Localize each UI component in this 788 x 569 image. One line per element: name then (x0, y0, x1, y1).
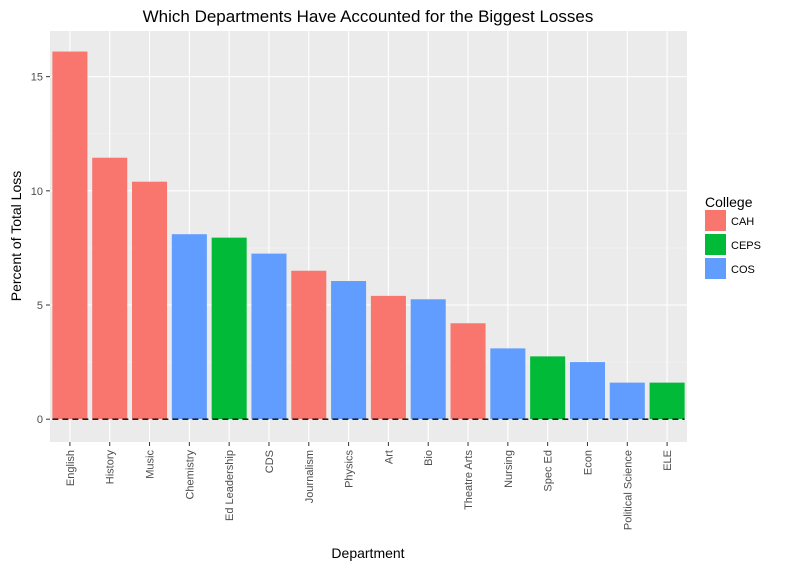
legend-swatch-cos (705, 258, 726, 279)
x-tick-label: Spec Ed (543, 450, 555, 492)
chart-title: Which Departments Have Accounted for the… (143, 7, 594, 26)
legend: College CAH CEPS COS (705, 194, 761, 279)
bar-english (52, 51, 88, 420)
legend-label-cah: CAH (731, 216, 754, 228)
legend-items: CAH CEPS COS (705, 210, 761, 279)
x-tick-label: Political Science (622, 450, 634, 530)
x-tick-label: Ed Leadership (224, 450, 236, 521)
x-tick-label: ELE (662, 450, 674, 471)
legend-swatch-cah (705, 210, 726, 231)
x-axis-title: Department (331, 545, 404, 561)
bars (52, 51, 685, 420)
x-axis-ticks: English History Music Chemistry Ed Leadershi… (65, 442, 674, 530)
y-axis-ticks: 0 5 10 15 (31, 72, 50, 426)
x-tick-label: Nursing (503, 450, 515, 488)
x-tick-label: Journalism (304, 450, 316, 503)
y-axis-title: Percent of Total Loss (8, 171, 24, 301)
y-tick-label: 10 (31, 186, 43, 198)
bar-art (370, 295, 406, 420)
x-tick-label: Econ (582, 450, 594, 475)
bar-political-science (609, 382, 645, 420)
bar-music (132, 181, 168, 420)
legend-swatch-ceps (705, 234, 726, 255)
x-tick-label: Theatre Arts (463, 450, 475, 510)
x-tick-label: English (65, 450, 77, 486)
bar-econ (569, 362, 605, 420)
bar-bio (410, 299, 446, 420)
bar-chemistry (171, 234, 207, 420)
bar-spec-ed (530, 356, 566, 420)
y-tick-label: 0 (37, 414, 43, 426)
y-tick-label: 5 (37, 300, 43, 312)
legend-label-cos: COS (731, 264, 755, 276)
bar-nursing (490, 348, 526, 420)
legend-title: College (705, 194, 753, 210)
bar-ed-leadership (211, 237, 247, 420)
bar-cds (251, 253, 287, 420)
x-tick-label: CDS (264, 450, 276, 473)
bar-physics (331, 281, 367, 420)
y-tick-label: 15 (31, 72, 43, 84)
bar-journalism (291, 270, 327, 420)
x-tick-label: Music (145, 450, 157, 479)
x-tick-label: Chemistry (184, 450, 196, 500)
legend-label-ceps: CEPS (731, 240, 761, 252)
bar-theatre-arts (450, 323, 486, 420)
x-tick-label: Bio (423, 450, 435, 466)
x-tick-label: Art (383, 450, 395, 464)
bar-ele (649, 382, 685, 420)
x-tick-label: History (105, 450, 117, 485)
x-tick-label: Physics (344, 450, 356, 488)
bar-history (92, 157, 128, 420)
